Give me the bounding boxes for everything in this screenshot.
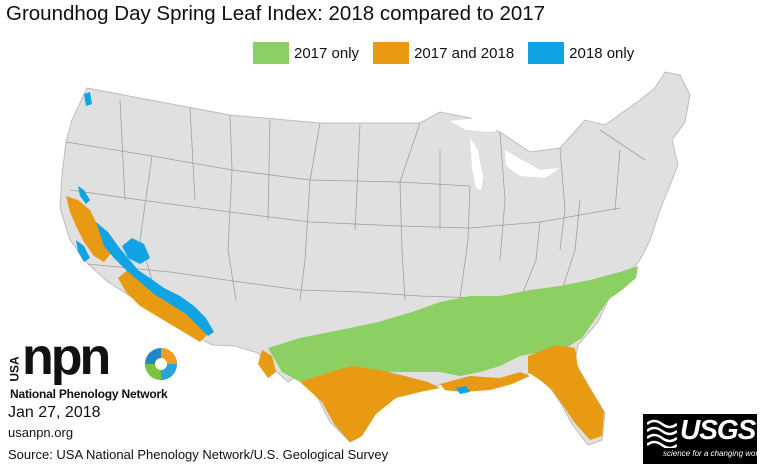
legend-label-2018-only: 2018 only (569, 44, 635, 62)
legend-item-2018-only: 2018 only (528, 42, 634, 64)
map-date: Jan 27, 2018 (8, 404, 101, 421)
legend-item-2017-and-2018: 2017 and 2018 (373, 42, 514, 64)
legend-swatch-2018-only (528, 42, 565, 64)
usgs-wordmark: USGS (680, 414, 756, 445)
region-2018-only (76, 92, 470, 394)
lake-erie-huron (505, 150, 560, 178)
map-title: Groundhog Day Spring Leaf Index: 2018 co… (6, 2, 546, 25)
npn-globe-icon (145, 348, 177, 380)
usgs-wave-icon (647, 419, 677, 448)
usgs-logo: USGS science for a changing world (643, 414, 760, 464)
legend: 2017 only 2017 and 2018 2018 only (253, 42, 648, 64)
map-source: Source: USA National Phenology Network/U… (8, 447, 389, 462)
npn-logo: USA npn National Phenology Network (8, 331, 198, 405)
legend-swatch-2017-only (253, 42, 289, 64)
region-2017-only (268, 266, 638, 384)
lake-michigan (470, 138, 483, 190)
legend-swatch-2017-and-2018 (373, 42, 410, 64)
legend-label-2017-only: 2017 only (294, 44, 360, 62)
legend-label-2017-and-2018: 2017 and 2018 (414, 44, 515, 62)
legend-item-2017-only: 2017 only (253, 42, 359, 64)
npn-side-text: USA (8, 356, 22, 382)
state-borders (65, 99, 646, 301)
npn-url: usanpn.org (8, 425, 74, 440)
usgs-tagline: science for a changing world (663, 449, 760, 458)
lake-superior (450, 118, 505, 132)
npn-wordmark: npn (22, 328, 111, 386)
npn-full-name: National Phenology Network (10, 387, 168, 401)
